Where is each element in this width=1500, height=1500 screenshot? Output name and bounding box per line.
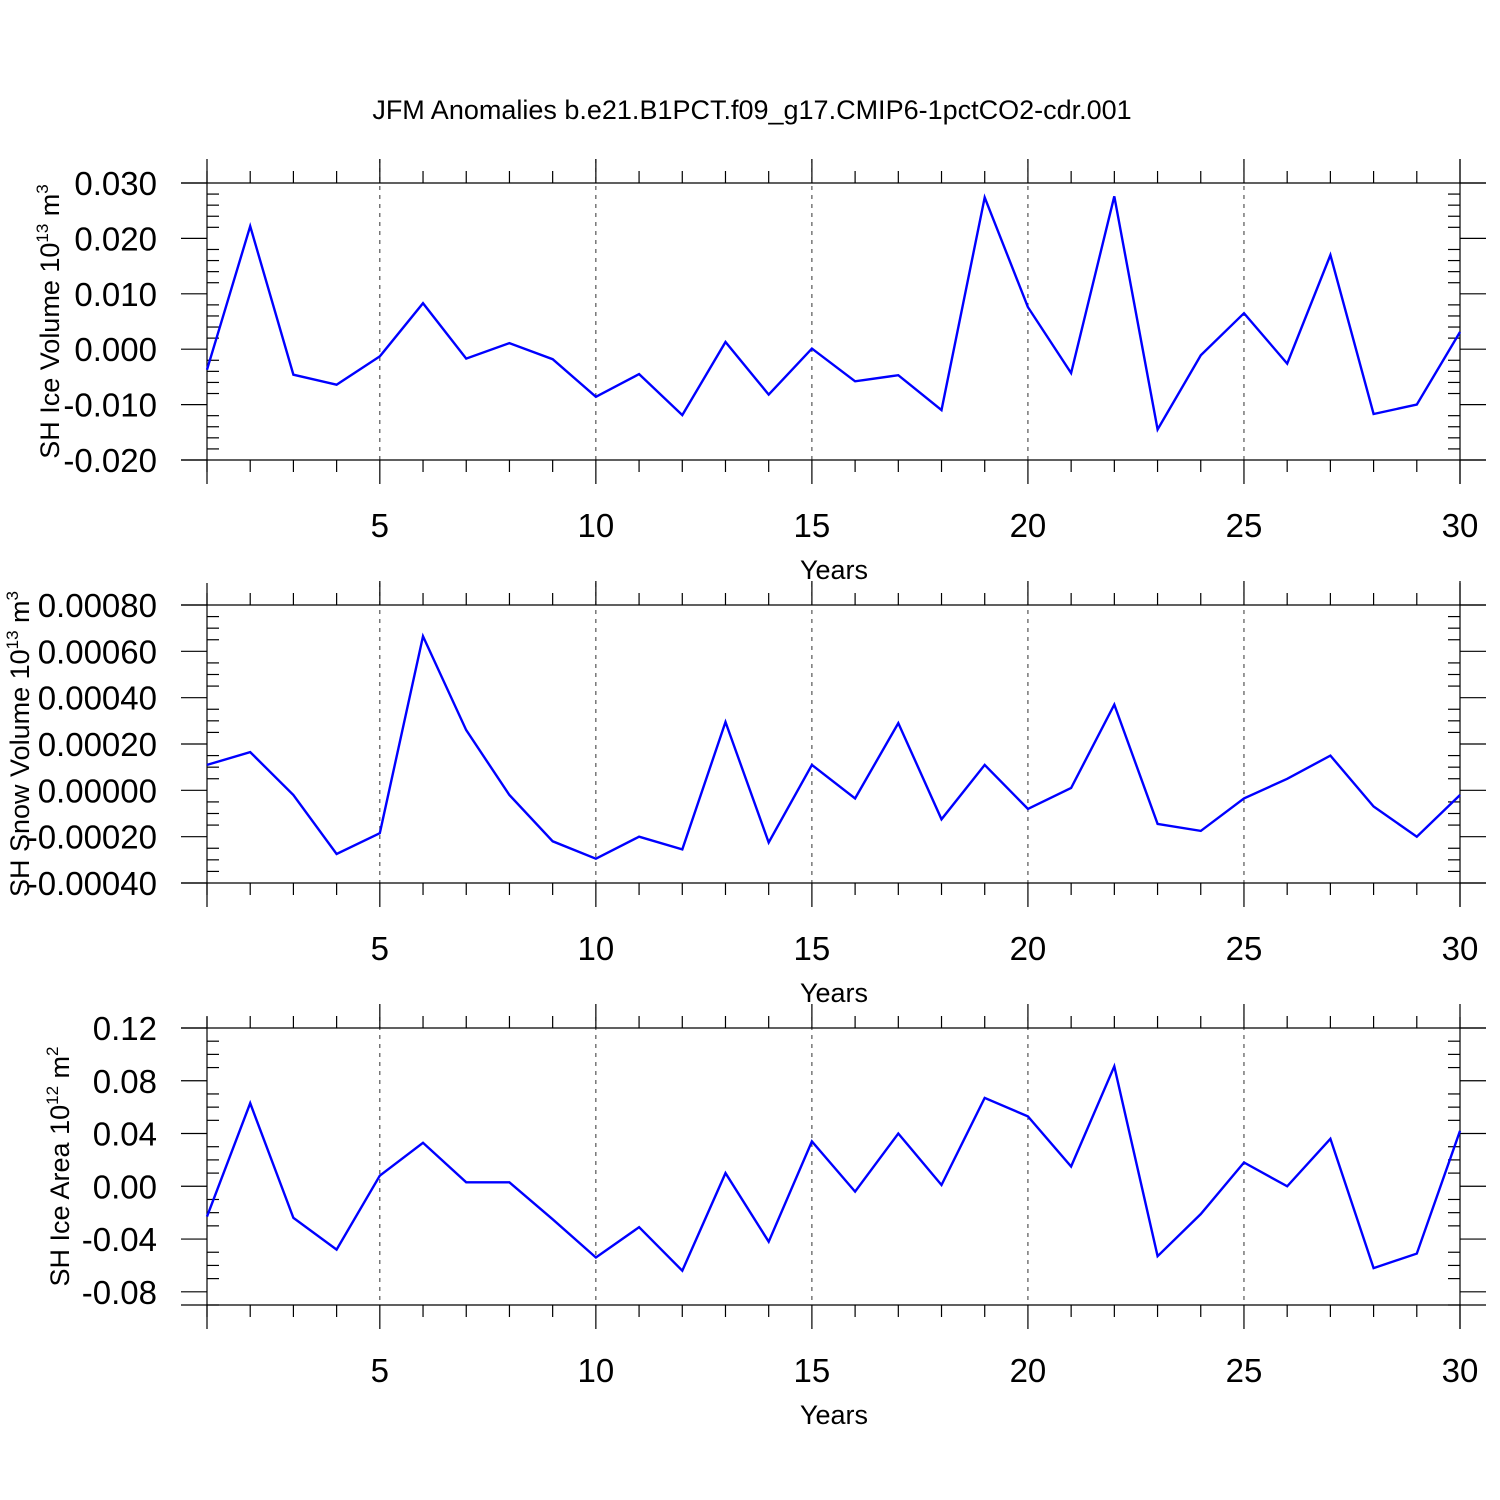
series-line: [205, 193, 1462, 433]
x-tick-label: 5: [371, 930, 389, 967]
series-line: [206, 632, 1461, 861]
x-tick-label: 10: [578, 1352, 615, 1389]
series-line: [205, 1062, 1462, 1273]
y-tick-label: -0.00020: [27, 819, 157, 856]
chart-panel-1: -0.020 -0.010 0.000 0.010 0.020 0.030 5 10 15 20 2…: [33, 159, 1486, 585]
y-tick-label: 0.00060: [38, 633, 157, 670]
y-tick-label: 0.00040: [38, 680, 157, 717]
x-tick-label: 15: [794, 930, 831, 967]
y-tick-label: -0.00040: [27, 865, 157, 902]
y-tick-label: 0.010: [74, 276, 157, 313]
panels: -0.020 -0.010 0.000 0.010 0.020 0.030 5 10 15 20 2…: [3, 159, 1486, 1430]
x-axis-label: Years: [800, 555, 868, 585]
x-tick-label: 5: [371, 507, 389, 544]
x-tick-label: 25: [1226, 507, 1263, 544]
y-tick-label: -0.020: [63, 442, 157, 479]
y-tick-label: 0.020: [74, 220, 157, 257]
x-tick-label: 30: [1442, 507, 1479, 544]
y-tick-label: -0.04: [82, 1221, 157, 1258]
x-tick-label: 20: [1010, 1352, 1047, 1389]
chart-panel-2: -0.00040 -0.00020 0.00000 0.00020 0.00040 0.0…: [3, 581, 1486, 1008]
y-tick-label: 0.000: [74, 331, 157, 368]
y-tick-label: 0.12: [93, 1010, 157, 1047]
y-axis-label: SH Ice Volume 1013 m3: [33, 184, 65, 459]
x-tick-label: 5: [371, 1352, 389, 1389]
x-tick-label: 30: [1442, 930, 1479, 967]
y-tick-label: 0.08: [93, 1063, 157, 1100]
chart-panel-3: -0.08 -0.04 0.00 0.04 0.08 0.12 5 10 15 20 25 30 Yea…: [43, 1004, 1486, 1430]
figure-title: JFM Anomalies b.e21.B1PCT.f09_g17.CMIP6-…: [372, 95, 1131, 125]
x-tick-label: 25: [1226, 930, 1263, 967]
x-tick-label: 10: [578, 930, 615, 967]
x-tick-label: 30: [1442, 1352, 1479, 1389]
y-tick-label: -0.08: [82, 1274, 157, 1311]
y-tick-label: 0.04: [93, 1116, 157, 1153]
x-tick-label: 10: [578, 507, 615, 544]
x-tick-label: 25: [1226, 1352, 1263, 1389]
y-tick-label: 0.00080: [38, 587, 157, 624]
x-tick-label: 15: [794, 1352, 831, 1389]
y-axis-label: SH Ice Area 1012 m2: [43, 1047, 75, 1287]
x-axis-label: Years: [800, 978, 868, 1008]
y-tick-label: 0.030: [74, 165, 157, 202]
x-axis-label: Years: [800, 1400, 868, 1430]
y-axis-label: SH Snow Volume 1013 m3: [3, 591, 35, 897]
x-tick-label: 20: [1010, 507, 1047, 544]
y-tick-label: 0.00000: [38, 772, 157, 809]
y-tick-label: 0.00: [93, 1168, 157, 1205]
y-tick-label: 0.00020: [38, 726, 157, 763]
x-tick-label: 15: [794, 507, 831, 544]
x-tick-label: 20: [1010, 930, 1047, 967]
y-tick-label: -0.010: [63, 387, 157, 424]
